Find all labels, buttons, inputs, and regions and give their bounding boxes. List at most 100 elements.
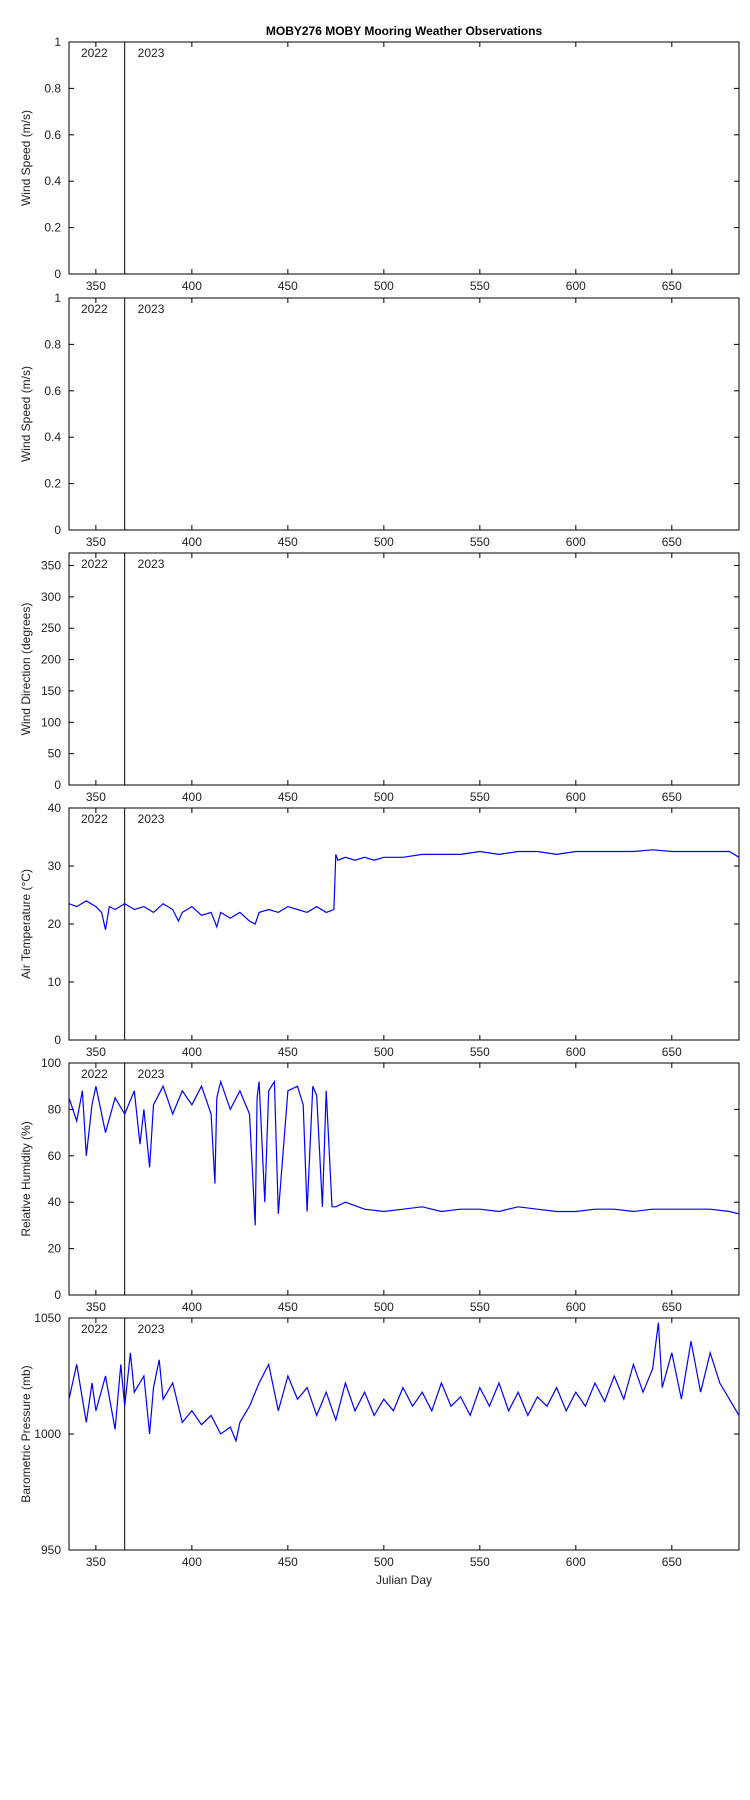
y-tick-label: 200 — [41, 653, 61, 667]
x-tick-label: 600 — [566, 1045, 586, 1059]
x-tick-label: 450 — [278, 1555, 298, 1569]
y-tick-label: 300 — [41, 590, 61, 604]
y-tick-label: 0 — [54, 778, 61, 792]
x-tick-label: 450 — [278, 1300, 298, 1314]
x-tick-label: 600 — [566, 790, 586, 804]
y-axis-label: Barometric Pressure (mb) — [19, 1365, 33, 1502]
plot-frame — [68, 1317, 740, 1551]
x-tick-label: 450 — [278, 279, 298, 293]
y-tick-label: 80 — [48, 1102, 62, 1116]
x-axis-label: Julian Day — [376, 1573, 432, 1587]
x-tick-label: 400 — [182, 1300, 202, 1314]
y-axis-label: Wind Speed (m/s) — [19, 366, 33, 462]
y-tick-label: 0.8 — [44, 81, 61, 95]
y-tick-label: 10 — [48, 975, 62, 989]
year-label: 2023 — [138, 1067, 165, 1081]
year-label: 2022 — [81, 46, 108, 60]
y-tick-label: 150 — [41, 684, 61, 698]
x-tick-label: 500 — [374, 279, 394, 293]
y-tick-label: 950 — [41, 1543, 61, 1557]
plot-frame — [68, 41, 740, 275]
y-tick-label: 350 — [41, 559, 61, 573]
year-label: 2023 — [138, 1322, 165, 1336]
data-series-line — [68, 1079, 740, 1226]
x-tick-label: 450 — [278, 1045, 298, 1059]
y-tick-label: 0.2 — [44, 221, 61, 235]
x-tick-label: 650 — [662, 1045, 682, 1059]
x-tick-label: 550 — [470, 535, 490, 549]
x-tick-label: 550 — [470, 1555, 490, 1569]
x-tick-label: 500 — [374, 1045, 394, 1059]
x-tick-label: 550 — [470, 1045, 490, 1059]
y-tick-label: 50 — [48, 747, 62, 761]
x-tick-label: 400 — [182, 1555, 202, 1569]
x-tick-label: 500 — [374, 790, 394, 804]
data-series-line — [68, 1322, 740, 1444]
x-tick-label: 350 — [86, 279, 106, 293]
x-tick-label: 400 — [182, 279, 202, 293]
y-tick-label: 1050 — [34, 1311, 61, 1325]
y-tick-label: 60 — [48, 1149, 62, 1163]
year-label: 2023 — [138, 812, 165, 826]
year-label: 2022 — [81, 812, 108, 826]
plot-frame — [68, 807, 740, 1041]
x-tick-label: 550 — [470, 1300, 490, 1314]
x-tick-label: 650 — [662, 1300, 682, 1314]
x-tick-label: 500 — [374, 1300, 394, 1314]
x-tick-label: 650 — [662, 279, 682, 293]
y-tick-label: 100 — [41, 715, 61, 729]
x-tick-label: 600 — [566, 279, 586, 293]
x-tick-label: 600 — [566, 1555, 586, 1569]
x-tick-label: 550 — [470, 790, 490, 804]
x-tick-label: 400 — [182, 1045, 202, 1059]
x-tick-label: 450 — [278, 790, 298, 804]
y-axis-label: Wind Direction (degrees) — [19, 603, 33, 736]
y-tick-label: 0 — [54, 267, 61, 281]
year-label: 2022 — [81, 1322, 108, 1336]
x-tick-label: 650 — [662, 1555, 682, 1569]
y-tick-label: 40 — [48, 1195, 62, 1209]
year-label: 2022 — [81, 302, 108, 316]
y-tick-label: 20 — [48, 1242, 62, 1256]
y-tick-label: 0.4 — [44, 430, 61, 444]
x-tick-label: 350 — [86, 1045, 106, 1059]
year-label: 2023 — [138, 302, 165, 316]
y-tick-label: 0 — [54, 523, 61, 537]
y-tick-label: 0 — [54, 1033, 61, 1047]
x-tick-label: 600 — [566, 1300, 586, 1314]
y-tick-label: 250 — [41, 621, 61, 635]
y-axis-label: Air Temperature (°C) — [19, 869, 33, 979]
x-tick-label: 400 — [182, 535, 202, 549]
year-label: 2023 — [138, 557, 165, 571]
y-tick-label: 0.6 — [44, 128, 61, 142]
y-axis-label: Relative Humidity (%) — [19, 1121, 33, 1236]
x-tick-label: 500 — [374, 1555, 394, 1569]
x-tick-label: 350 — [86, 790, 106, 804]
y-tick-label: 40 — [48, 801, 62, 815]
x-tick-label: 600 — [566, 535, 586, 549]
data-series-line — [68, 849, 740, 930]
y-tick-label: 0.4 — [44, 174, 61, 188]
x-tick-label: 650 — [662, 790, 682, 804]
x-tick-label: 350 — [86, 535, 106, 549]
x-tick-label: 450 — [278, 535, 298, 549]
year-label: 2023 — [138, 46, 165, 60]
x-tick-label: 350 — [86, 1555, 106, 1569]
figure-title: MOBY276 MOBY Mooring Weather Observation… — [265, 24, 543, 38]
y-tick-label: 1 — [54, 291, 61, 305]
x-tick-label: 650 — [662, 535, 682, 549]
y-tick-label: 0.6 — [44, 384, 61, 398]
y-tick-label: 0.8 — [44, 337, 61, 351]
y-tick-label: 1000 — [34, 1427, 61, 1441]
y-tick-label: 20 — [48, 917, 62, 931]
x-tick-label: 350 — [86, 1300, 106, 1314]
x-tick-label: 500 — [374, 535, 394, 549]
x-tick-label: 550 — [470, 279, 490, 293]
plot-frame — [68, 552, 740, 786]
y-tick-label: 30 — [48, 859, 62, 873]
year-label: 2022 — [81, 557, 108, 571]
x-tick-label: 400 — [182, 790, 202, 804]
y-tick-label: 0 — [54, 1288, 61, 1302]
y-tick-label: 100 — [41, 1056, 61, 1070]
